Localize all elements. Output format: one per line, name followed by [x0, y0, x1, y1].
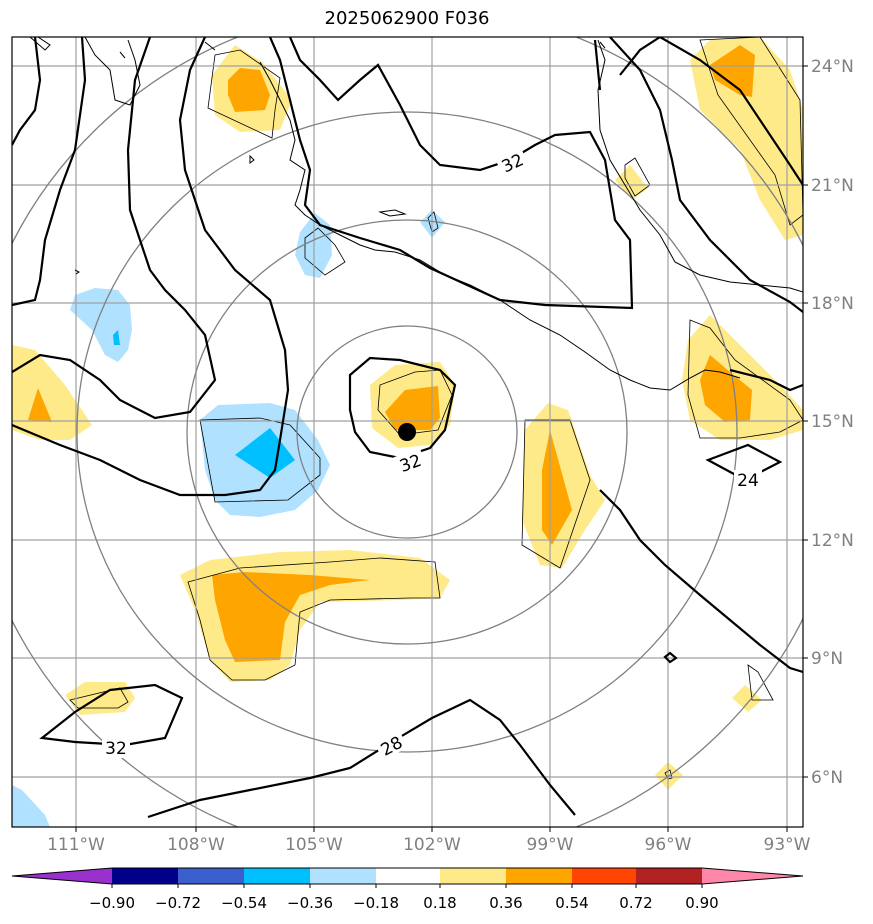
coastlines [29, 37, 803, 391]
colorbar-label: −0.72 [155, 894, 201, 912]
colorbar-label: 0.18 [423, 894, 456, 912]
map-frame [11, 36, 804, 828]
colorbar-segment [376, 868, 440, 884]
colorbar-label: 0.72 [619, 894, 652, 912]
colorbar-label: −0.36 [287, 894, 333, 912]
range-rings [12, 37, 803, 827]
colorbar-label: −0.54 [221, 894, 267, 912]
colorbar-label: 0.54 [555, 894, 588, 912]
lon-label: 105°W [285, 835, 343, 855]
lat-label: 9°N [811, 649, 843, 669]
lon-label: 96°W [645, 835, 692, 855]
colorbar-segment [112, 868, 178, 884]
colorbar: −0.90 −0.72 −0.54 −0.36 −0.18 0.18 0.36 … [11, 867, 804, 912]
negative-shading-strong [113, 330, 295, 478]
colorbar-segment [310, 868, 376, 884]
colorbar-label: 0.90 [685, 894, 718, 912]
storm-center-marker [398, 423, 416, 441]
lon-label: 111°W [47, 835, 105, 855]
colorbar-segment [572, 868, 636, 884]
lon-label: 99°W [527, 835, 574, 855]
contour-labels: 32 32 32 28 24 [102, 147, 762, 761]
thick-contours [12, 37, 803, 819]
lon-label: 108°W [167, 835, 225, 855]
lat-label: 24°N [811, 57, 854, 77]
colorbar-under-triangle [12, 868, 112, 884]
axis-ticks [75, 65, 808, 832]
lat-label: 12°N [811, 531, 854, 551]
contour-label-32-southwest: 32 [105, 739, 127, 759]
shading-thin-contours [69, 37, 803, 780]
colorbar-segment [440, 868, 506, 884]
colorbar-segment [636, 868, 702, 884]
lon-label: 102°W [403, 835, 461, 855]
map-title: 2025062900 F036 [324, 8, 490, 29]
positive-shading-strong [28, 45, 755, 662]
latitude-labels: 24°N 21°N 18°N 15°N 12°N 9°N 6°N [811, 57, 854, 788]
lat-label: 15°N [811, 412, 854, 432]
colorbar-label: 0.36 [489, 894, 522, 912]
longitude-labels: 111°W 108°W 105°W 102°W 99°W 96°W 93°W [47, 835, 811, 855]
lat-label: 6°N [811, 768, 843, 788]
colorbar-segment [244, 868, 310, 884]
colorbar-label: −0.90 [89, 894, 135, 912]
colorbar-segment [178, 868, 244, 884]
colorbar-over-triangle [702, 868, 803, 884]
lon-label: 93°W [764, 835, 811, 855]
lat-label: 21°N [811, 176, 854, 196]
colorbar-label: −0.18 [353, 894, 399, 912]
colorbar-segment [506, 868, 572, 884]
contour-label-24: 24 [737, 471, 759, 491]
lat-lon-grid [12, 37, 803, 827]
lat-label: 18°N [811, 294, 854, 314]
